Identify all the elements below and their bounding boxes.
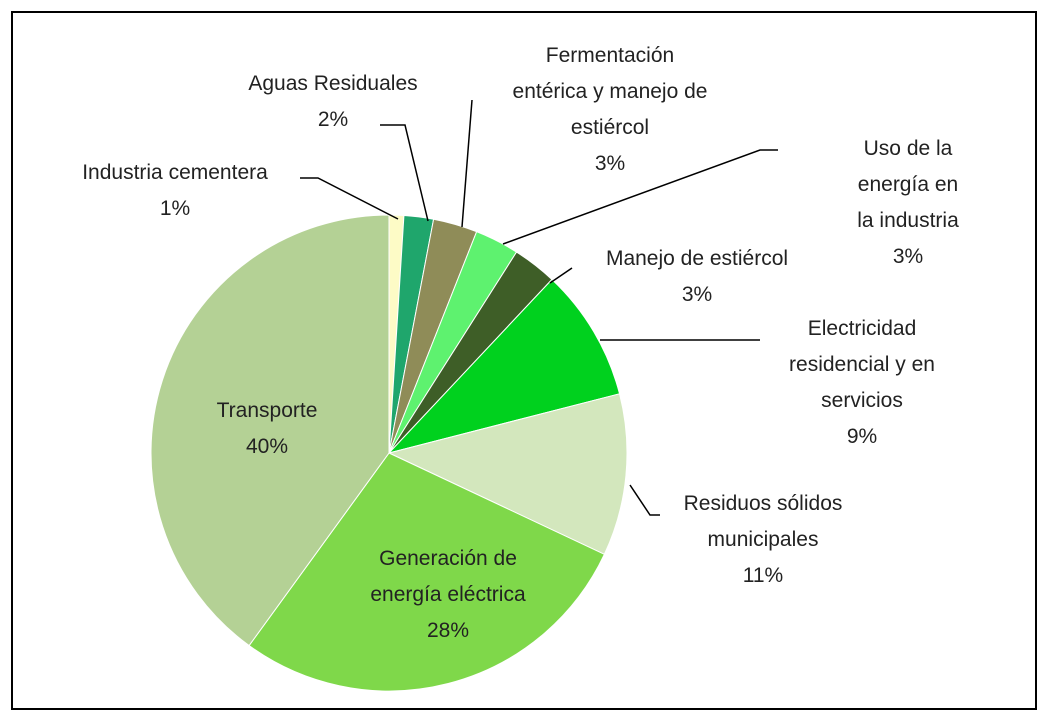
leader-line	[300, 177, 399, 220]
slice-label: Manejo de estiércol 3%	[606, 241, 788, 313]
value-label: 28%	[426, 619, 470, 642]
leader-line	[549, 267, 573, 284]
category-label: Transporte	[216, 399, 318, 422]
slice-label: Generación de energía eléctrica 28%	[370, 541, 525, 649]
value-label: 11%	[742, 564, 784, 587]
category-label: Industria cementera	[82, 161, 268, 184]
slice-label: Transporte 40%	[217, 393, 318, 465]
slice-label: Uso de la energía en la industria 3%	[838, 131, 978, 275]
slice-label: Aguas Residuales 2%	[248, 66, 417, 138]
category-label: Generación de energía eléctrica	[370, 547, 526, 606]
slice-label: Electricidad residencial y en servicios 9…	[789, 311, 935, 455]
slice-label: Fermentación entérica y manejo de estiér…	[513, 38, 708, 182]
pie-slice	[248, 452, 606, 692]
category-label: Uso de la energía en la industria	[857, 137, 959, 232]
leader-line	[380, 124, 429, 222]
category-label: Residuos sólidos municipales	[683, 492, 843, 551]
pie-slice	[387, 393, 628, 556]
value-label: 3%	[681, 283, 713, 306]
value-label: 3%	[594, 152, 626, 175]
category-label: Manejo de estiércol	[605, 247, 789, 270]
slice-label: Industria cementera 1%	[82, 155, 268, 227]
category-label: Electricidad residencial y en servicios	[789, 317, 935, 412]
leader-line	[502, 149, 778, 245]
slice-label: Residuos sólidos municipales 11%	[684, 486, 843, 594]
value-label: 40%	[245, 435, 289, 458]
value-label: 3%	[892, 245, 924, 268]
category-label: Aguas Residuales	[248, 72, 418, 95]
pie-slice	[150, 214, 390, 647]
value-label: 9%	[846, 425, 878, 448]
pie-slice	[387, 278, 621, 454]
leader-line	[629, 484, 660, 516]
value-label: 1%	[159, 197, 191, 220]
leader-line	[461, 99, 473, 228]
value-label: 2%	[317, 108, 349, 131]
category-label: Fermentación entérica y manejo de estiér…	[512, 44, 708, 139]
